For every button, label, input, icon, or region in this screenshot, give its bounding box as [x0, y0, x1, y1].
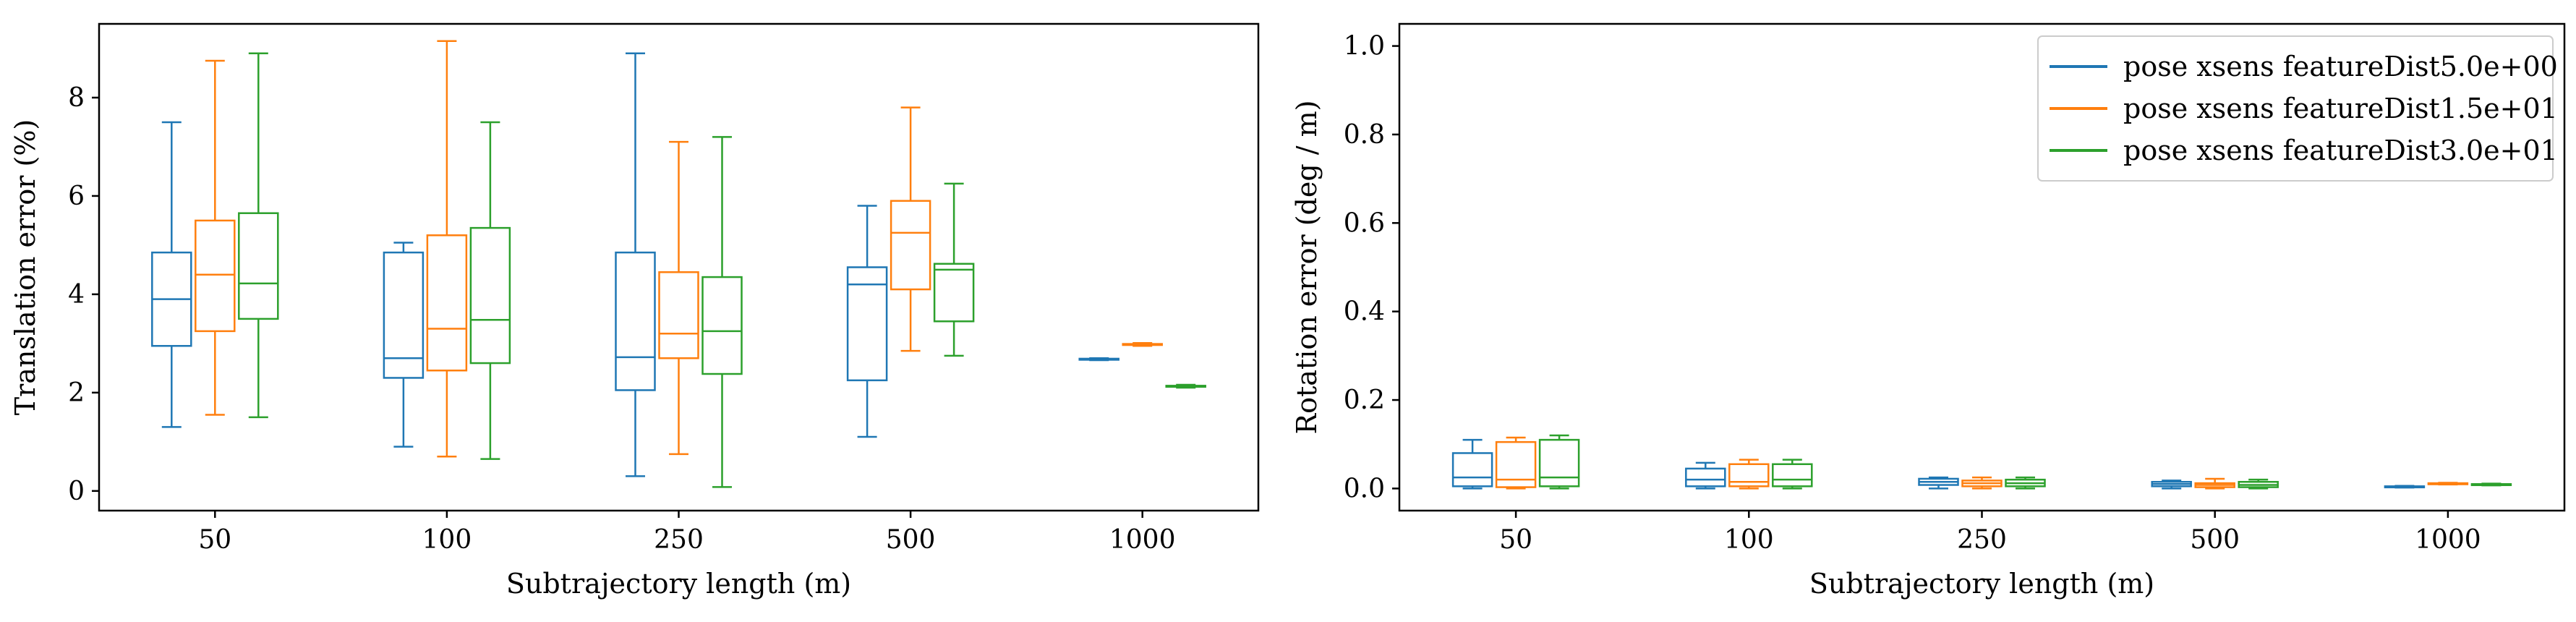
- box-plot: [469, 121, 511, 460]
- y-axis-label: Translation error (%): [9, 119, 41, 416]
- box-iqr: [1728, 463, 1770, 487]
- box-plot: [2427, 482, 2469, 486]
- box-plot: [151, 121, 192, 428]
- box-iqr: [1772, 463, 1813, 487]
- box-plot: [2194, 477, 2235, 490]
- box-iqr: [933, 263, 975, 323]
- y-tick-label: 2: [68, 378, 85, 408]
- box-plot: [2005, 476, 2046, 490]
- box-iqr: [658, 271, 699, 359]
- y-tick-label: 4: [68, 280, 85, 310]
- box-plot: [1961, 476, 2003, 490]
- x-tick-label: 100: [1724, 525, 1774, 555]
- x-tick-label: 1000: [1109, 525, 1176, 555]
- box-plot: [383, 242, 425, 448]
- box-plot: [1918, 476, 1959, 490]
- x-tick-label: 50: [198, 525, 231, 555]
- box-iqr: [383, 251, 425, 379]
- box-iqr: [195, 219, 236, 333]
- legend-entry: pose xsens featureDist3.0e+01: [2123, 135, 2558, 166]
- box-iqr: [701, 276, 743, 375]
- x-tick-label: 250: [654, 525, 704, 555]
- y-tick-label: 1.0: [1344, 32, 1385, 61]
- box-iqr: [1495, 440, 1537, 488]
- box-iqr: [1451, 452, 1493, 487]
- y-tick-label: 6: [68, 182, 85, 211]
- rotation-error-chart: 0.0 0.2 0.4 0.6 0.8 1.0 50 100 250 500 1000 Subtraj…: [1291, 22, 2566, 600]
- box-iqr: [615, 251, 656, 391]
- y-tick-label: 0.8: [1344, 120, 1385, 150]
- box-iqr: [238, 212, 279, 320]
- translation-error-chart: 0 2 4 6 8 50 100 250 500 1000 Subtrajectory length…: [9, 22, 1260, 600]
- legend: pose xsens featureDist5.0e+00 pose xsens …: [2037, 35, 2558, 182]
- box-plot: [1451, 438, 1493, 490]
- box-plot: [1538, 434, 1580, 490]
- box-plot: [933, 182, 975, 357]
- y-tick-label: 0: [68, 477, 85, 506]
- box-plot: [1772, 459, 1813, 490]
- box-plot: [1165, 383, 1206, 389]
- legend-frame: [2037, 35, 2554, 182]
- box-plot: [1728, 459, 1770, 490]
- box-iqr: [1685, 467, 1726, 487]
- box-plot: [615, 52, 656, 477]
- legend-entry: pose xsens featureDist5.0e+00: [2123, 51, 2558, 82]
- box-plot: [1685, 461, 1726, 490]
- legend-entry: pose xsens featureDist1.5e+01: [2123, 93, 2558, 124]
- box-plot: [2470, 482, 2512, 487]
- x-axis-label: Subtrajectory length (m): [506, 568, 851, 600]
- x-tick-label: 250: [1957, 525, 2007, 555]
- box-plot: [426, 40, 468, 458]
- y-tick-label: 0.4: [1344, 297, 1385, 327]
- y-tick-label: 0.2: [1344, 385, 1385, 415]
- y-tick-label: 8: [68, 83, 85, 113]
- y-tick-label: 0.6: [1344, 208, 1385, 238]
- box-plot: [890, 106, 931, 352]
- box-plot: [658, 140, 699, 456]
- box-plot: [238, 52, 279, 419]
- box-iqr: [426, 234, 468, 372]
- x-tick-label: 50: [1499, 525, 1532, 555]
- x-axis-label: Subtrajectory length (m): [1809, 568, 2154, 600]
- x-tick-label: 100: [422, 525, 472, 555]
- box-iqr: [846, 266, 888, 382]
- y-axis-label: Rotation error (deg / m): [1291, 101, 1323, 435]
- box-iqr: [890, 200, 931, 291]
- y-tick-label: 0.0: [1344, 474, 1385, 503]
- box-iqr: [1538, 438, 1580, 487]
- box-plot: [1078, 357, 1119, 362]
- box-plot: [1122, 341, 1163, 347]
- box-plot: [2238, 478, 2279, 490]
- x-tick-label: 500: [886, 525, 936, 555]
- box-plot: [2384, 485, 2426, 489]
- x-tick-label: 500: [2190, 525, 2240, 555]
- box-iqr: [469, 226, 511, 365]
- box-plot: [1495, 436, 1537, 490]
- box-plot: [701, 136, 743, 488]
- box-plot: [195, 59, 236, 416]
- box-plot: [846, 205, 888, 438]
- x-tick-label: 1000: [2415, 525, 2481, 555]
- box-plot: [2151, 480, 2192, 490]
